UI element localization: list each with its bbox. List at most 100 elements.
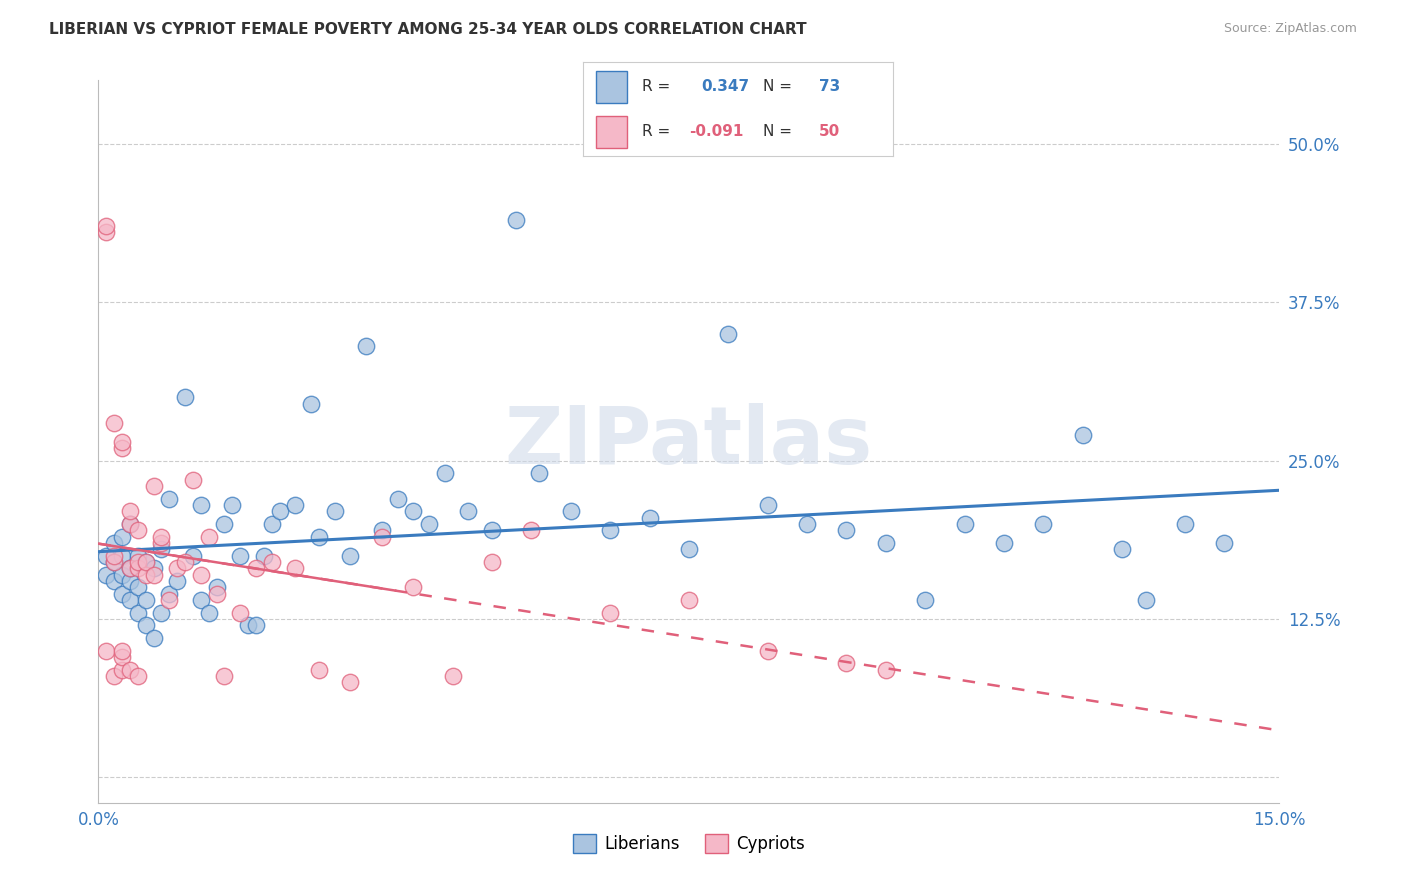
Point — [96, 226, 118, 240]
Point — [253, 549, 276, 563]
Point — [756, 643, 779, 657]
Point — [127, 561, 149, 575]
Point — [181, 473, 204, 487]
Point — [284, 498, 307, 512]
Point — [118, 516, 141, 531]
Point — [308, 663, 330, 677]
Point — [756, 498, 779, 512]
Point — [678, 542, 700, 557]
Point — [118, 504, 141, 518]
Point — [103, 536, 125, 550]
Point — [1032, 516, 1054, 531]
Text: N =: N = — [763, 124, 792, 139]
Point — [835, 523, 858, 537]
Point — [111, 643, 134, 657]
Point — [135, 593, 157, 607]
Point — [717, 326, 740, 341]
Point — [103, 669, 125, 683]
Text: 50: 50 — [818, 124, 839, 139]
Point — [796, 516, 818, 531]
Text: 73: 73 — [818, 79, 839, 95]
Point — [118, 593, 141, 607]
Text: N =: N = — [763, 79, 792, 95]
Point — [387, 491, 409, 506]
Point — [599, 606, 621, 620]
Point — [441, 669, 464, 683]
Point — [1071, 428, 1094, 442]
Point — [118, 574, 141, 588]
Point — [127, 555, 149, 569]
Bar — [596, 70, 627, 103]
Point — [150, 542, 173, 557]
Point — [197, 606, 219, 620]
Bar — [596, 116, 627, 148]
Text: LIBERIAN VS CYPRIOT FEMALE POVERTY AMONG 25-34 YEAR OLDS CORRELATION CHART: LIBERIAN VS CYPRIOT FEMALE POVERTY AMONG… — [49, 22, 807, 37]
Point — [111, 530, 134, 544]
Point — [560, 504, 582, 518]
Point — [96, 643, 118, 657]
Point — [418, 516, 440, 531]
Text: 0.347: 0.347 — [702, 79, 749, 95]
Text: ZIPatlas: ZIPatlas — [505, 402, 873, 481]
Point — [197, 530, 219, 544]
Point — [1111, 542, 1133, 557]
Point — [103, 416, 125, 430]
Point — [111, 663, 134, 677]
Point — [127, 606, 149, 620]
Point — [599, 523, 621, 537]
Point — [529, 467, 551, 481]
Point — [118, 561, 141, 575]
Point — [111, 567, 134, 582]
Point — [157, 587, 180, 601]
Point — [835, 657, 858, 671]
Point — [127, 669, 149, 683]
Text: -0.091: -0.091 — [689, 124, 742, 139]
Point — [678, 593, 700, 607]
Point — [190, 567, 212, 582]
Point — [402, 580, 425, 594]
Point — [269, 504, 291, 518]
Point — [260, 516, 283, 531]
Point — [103, 555, 125, 569]
Point — [1174, 516, 1197, 531]
Point — [371, 523, 394, 537]
Point — [214, 516, 236, 531]
Point — [150, 530, 173, 544]
Point — [229, 606, 252, 620]
Point — [190, 593, 212, 607]
Point — [103, 555, 125, 569]
Point — [457, 504, 479, 518]
Point — [127, 580, 149, 594]
Point — [245, 561, 267, 575]
Point — [135, 555, 157, 569]
Point — [118, 663, 141, 677]
Point — [339, 549, 361, 563]
Point — [96, 219, 118, 233]
Point — [142, 631, 165, 645]
Point — [118, 561, 141, 575]
Point — [150, 536, 173, 550]
Point — [1135, 593, 1157, 607]
Point — [433, 467, 456, 481]
Point — [205, 580, 228, 594]
Point — [111, 549, 134, 563]
Point — [174, 555, 197, 569]
Point — [1213, 536, 1236, 550]
Point — [875, 663, 897, 677]
Point — [339, 675, 361, 690]
Point — [205, 587, 228, 601]
Point — [142, 479, 165, 493]
Point — [111, 441, 134, 455]
Point — [103, 549, 125, 563]
Point — [638, 510, 661, 524]
Point — [953, 516, 976, 531]
Text: R =: R = — [643, 79, 671, 95]
Point — [214, 669, 236, 683]
Point — [520, 523, 543, 537]
Point — [96, 549, 118, 563]
Point — [142, 561, 165, 575]
Point — [914, 593, 936, 607]
Point — [371, 530, 394, 544]
Point — [221, 498, 243, 512]
Point — [111, 434, 134, 449]
